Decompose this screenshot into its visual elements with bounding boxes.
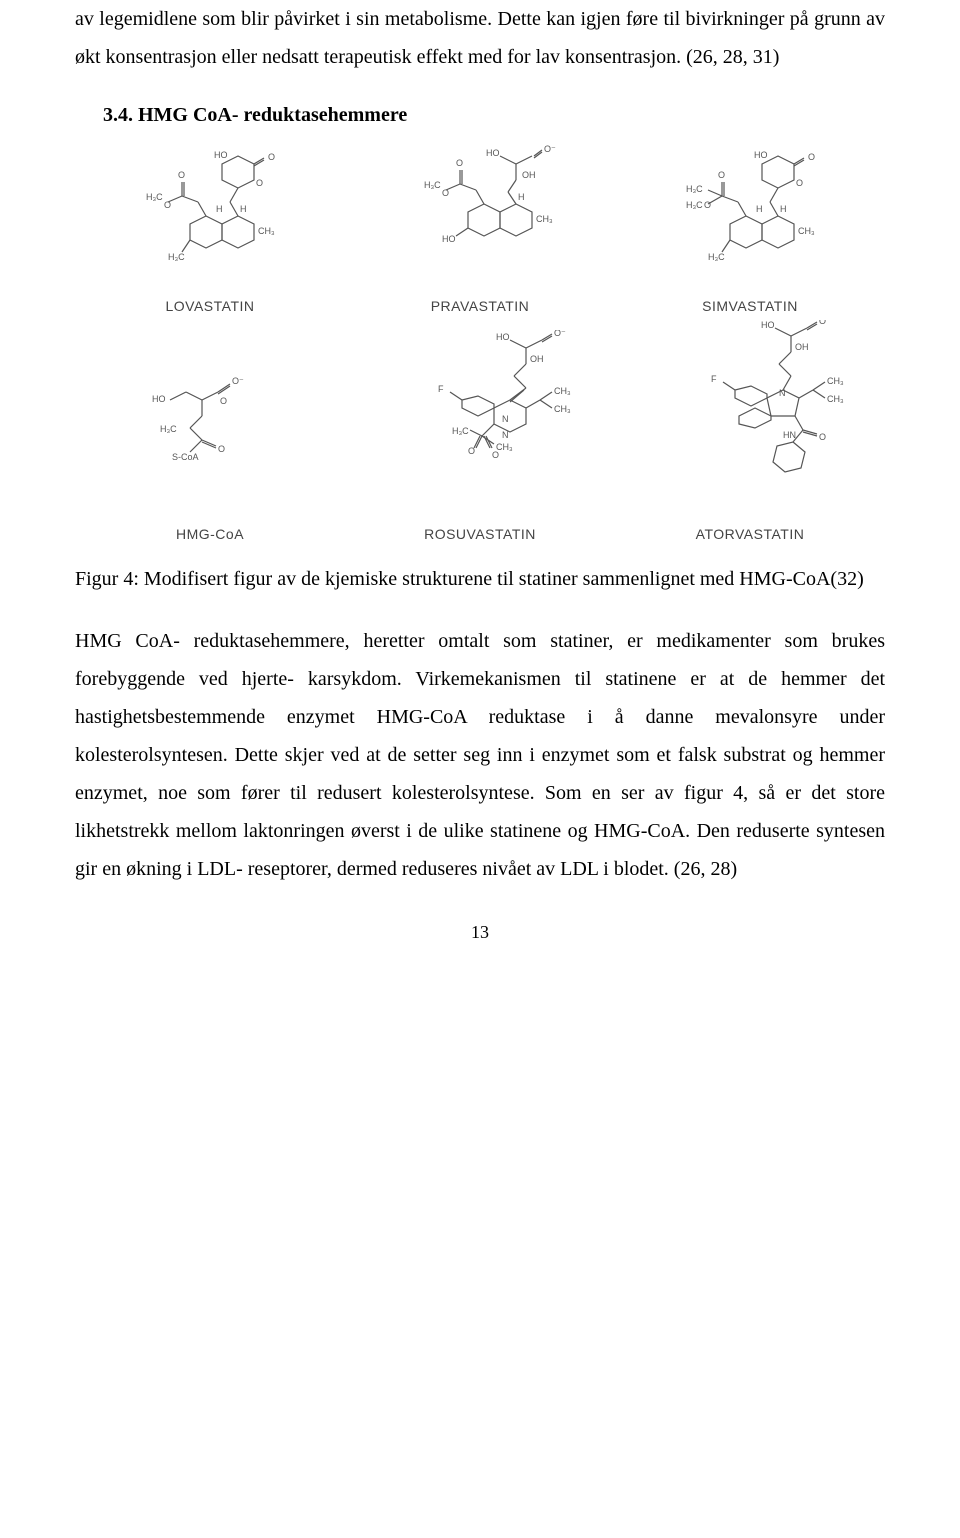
section-heading: 3.4. HMG CoA- reduktasehemmere	[103, 96, 885, 134]
svg-text:H₃C: H₃C	[424, 180, 441, 190]
svg-text:O: O	[704, 200, 711, 210]
molecule-row-1: HO O O O O H₃C H H CH₃ H₃C LOVASTATIN	[75, 142, 885, 314]
svg-text:H₃C: H₃C	[686, 184, 703, 194]
svg-text:O: O	[492, 450, 499, 460]
svg-text:N: N	[502, 430, 509, 440]
svg-text:O⁻: O⁻	[232, 376, 244, 386]
svg-text:H: H	[756, 204, 763, 214]
svg-text:CH₃: CH₃	[798, 226, 815, 236]
svg-text:OH: OH	[522, 170, 536, 180]
atorvastatin-structure: HO O⁻ OH F CH₃ CH₃ N O HN	[645, 320, 855, 520]
svg-text:O: O	[442, 188, 449, 198]
svg-text:O: O	[718, 170, 725, 180]
svg-text:HN: HN	[783, 430, 796, 440]
svg-text:CH₃: CH₃	[536, 214, 553, 224]
simvastatin-structure: HO O O O O H₃C H₃C H H CH₃ H₃C	[660, 142, 840, 292]
svg-text:O: O	[808, 152, 815, 162]
svg-text:H: H	[518, 192, 525, 202]
svg-text:S-CoA: S-CoA	[172, 452, 199, 462]
svg-text:HO: HO	[214, 150, 228, 160]
svg-text:O: O	[456, 158, 463, 168]
svg-text:O: O	[796, 178, 803, 188]
page-content: av legemidlene som blir påvirket i sin m…	[0, 0, 960, 973]
svg-text:O: O	[819, 432, 826, 442]
molecule-lovastatin: HO O O O O H₃C H H CH₃ H₃C LOVASTATIN	[75, 142, 345, 314]
svg-text:H₃C: H₃C	[160, 424, 177, 434]
svg-text:OH: OH	[530, 354, 544, 364]
svg-text:O: O	[164, 200, 171, 210]
molecule-atorvastatin: HO O⁻ OH F CH₃ CH₃ N O HN ATORVASTATIN	[615, 320, 885, 542]
svg-text:F: F	[438, 384, 444, 394]
intro-paragraph: av legemidlene som blir påvirket i sin m…	[75, 0, 885, 76]
simvastatin-label: SIMVASTATIN	[615, 298, 885, 314]
svg-text:O⁻: O⁻	[554, 330, 566, 338]
atorvastatin-label: ATORVASTATIN	[615, 526, 885, 542]
lovastatin-structure: HO O O O O H₃C H H CH₃ H₃C	[120, 142, 300, 292]
svg-text:HO: HO	[761, 320, 775, 330]
molecule-row-2: HO O⁻ O H₃C O S-CoA HMG-CoA	[75, 320, 885, 542]
svg-text:CH₃: CH₃	[827, 394, 844, 404]
figure-caption: Figur 4: Modifisert figur av de kjemiske…	[75, 560, 885, 598]
svg-text:O: O	[268, 152, 275, 162]
page-number: 13	[75, 922, 885, 973]
svg-text:O: O	[468, 446, 475, 456]
svg-text:O: O	[220, 396, 227, 406]
svg-text:HO: HO	[442, 234, 456, 244]
rosuvastatin-structure: HO O⁻ OH F CH₃ CH₃ N N H₃C CH₃ O O	[380, 330, 580, 520]
svg-text:HO: HO	[754, 150, 768, 160]
svg-text:O: O	[178, 170, 185, 180]
svg-text:O⁻: O⁻	[544, 144, 556, 154]
svg-text:CH₃: CH₃	[554, 386, 571, 396]
body-paragraph: HMG CoA- reduktasehemmere, heretter omta…	[75, 622, 885, 888]
pravastatin-structure: HO O⁻ OH O O H₃C H CH₃ HO	[390, 142, 570, 292]
svg-text:OH: OH	[795, 342, 809, 352]
svg-text:H: H	[780, 204, 787, 214]
svg-text:H₃C: H₃C	[452, 426, 469, 436]
molecule-hmgcoa: HO O⁻ O H₃C O S-CoA HMG-CoA	[75, 360, 345, 542]
molecule-pravastatin: HO O⁻ OH O O H₃C H CH₃ HO PRAVASTATIN	[345, 142, 615, 314]
lovastatin-label: LOVASTATIN	[75, 298, 345, 314]
svg-text:H₃C: H₃C	[168, 252, 185, 262]
hmgcoa-label: HMG-CoA	[75, 526, 345, 542]
svg-text:H: H	[240, 204, 247, 214]
molecule-simvastatin: HO O O O O H₃C H₃C H H CH₃ H₃C SIMVASTAT…	[615, 142, 885, 314]
svg-text:HO: HO	[152, 394, 166, 404]
svg-text:CH₃: CH₃	[554, 404, 571, 414]
svg-text:CH₃: CH₃	[827, 376, 844, 386]
svg-text:N: N	[779, 388, 786, 398]
svg-text:CH₃: CH₃	[258, 226, 275, 236]
svg-text:O⁻: O⁻	[819, 320, 831, 326]
hmgcoa-structure: HO O⁻ O H₃C O S-CoA	[130, 360, 290, 520]
svg-text:O: O	[218, 444, 225, 454]
svg-text:H₃C: H₃C	[708, 252, 725, 262]
svg-text:H₃C: H₃C	[146, 192, 163, 202]
molecule-rosuvastatin: HO O⁻ OH F CH₃ CH₃ N N H₃C CH₃ O O ROSUV	[345, 330, 615, 542]
svg-text:HO: HO	[496, 332, 510, 342]
pravastatin-label: PRAVASTATIN	[345, 298, 615, 314]
svg-text:H₃C: H₃C	[686, 200, 703, 210]
svg-text:F: F	[711, 374, 717, 384]
svg-text:HO: HO	[486, 148, 500, 158]
svg-text:O: O	[256, 178, 263, 188]
rosuvastatin-label: ROSUVASTATIN	[345, 526, 615, 542]
svg-text:H: H	[216, 204, 223, 214]
figure-4: HO O O O O H₃C H H CH₃ H₃C LOVASTATIN	[75, 142, 885, 542]
svg-text:N: N	[502, 414, 509, 424]
